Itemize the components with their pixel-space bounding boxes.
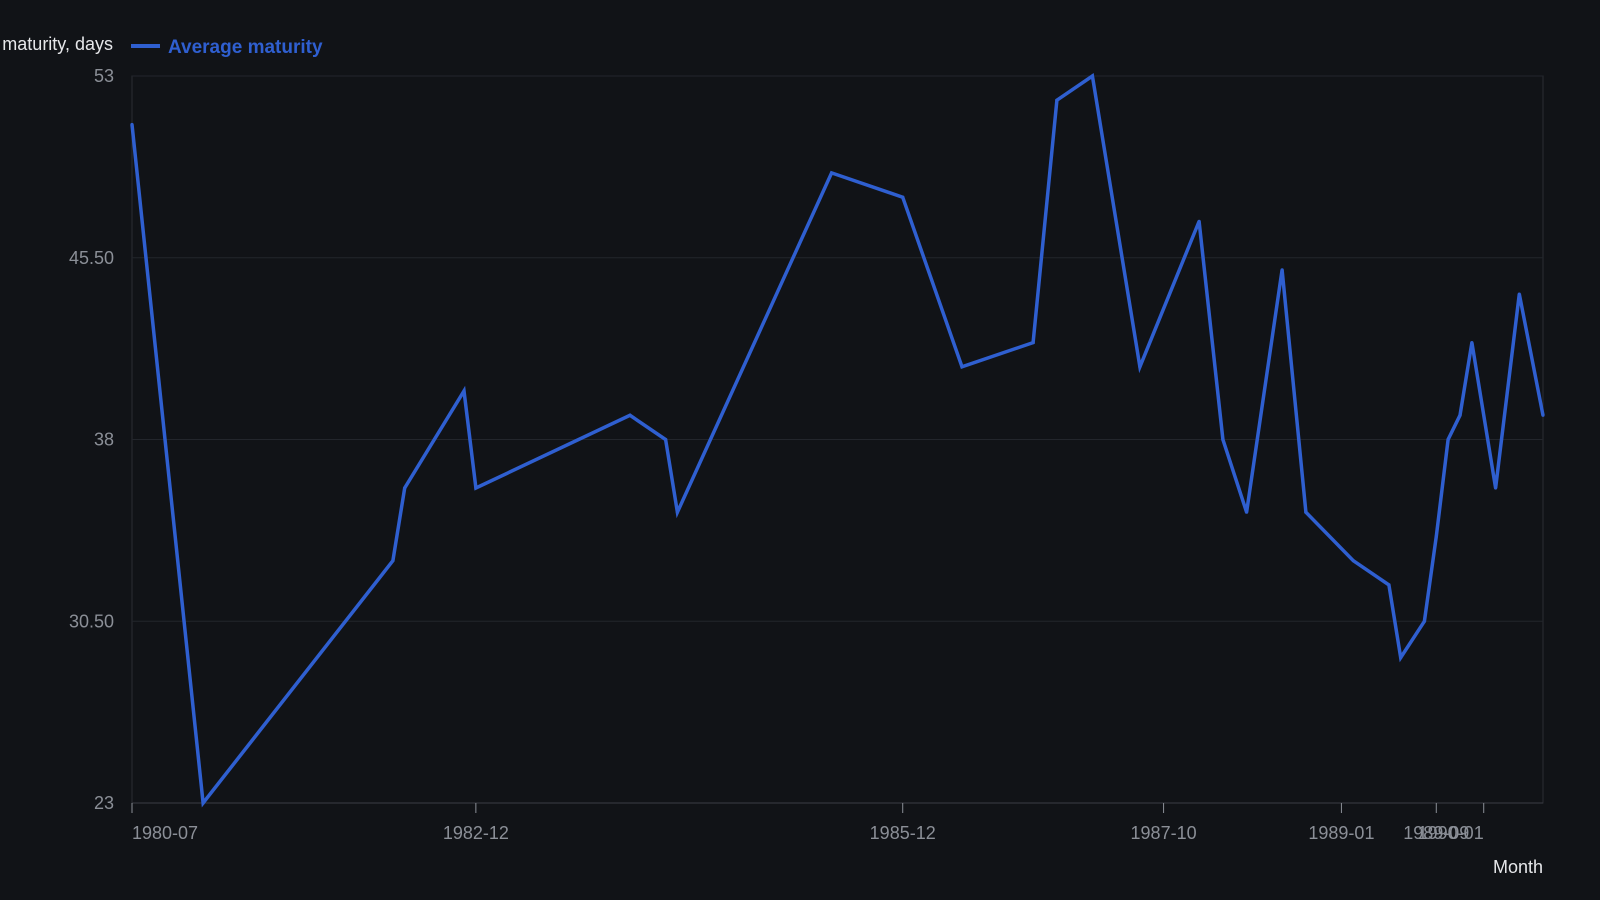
data-point bbox=[462, 389, 466, 393]
data-point bbox=[1221, 437, 1225, 442]
data-point bbox=[663, 437, 668, 442]
data-point bbox=[901, 195, 905, 199]
y-axis-title: Average maturity, days bbox=[0, 34, 113, 54]
series-layer bbox=[130, 73, 1545, 808]
x-tick-label: 1989-01 bbox=[1308, 823, 1374, 843]
y-tick-label: 23 bbox=[94, 793, 114, 813]
data-point bbox=[1055, 98, 1059, 102]
data-point bbox=[960, 365, 964, 369]
data-point bbox=[403, 486, 407, 490]
grid bbox=[131, 75, 1544, 804]
x-tick-label: 1985-12 bbox=[870, 823, 936, 843]
series-line bbox=[130, 73, 1545, 808]
data-point bbox=[1090, 74, 1095, 78]
data-point bbox=[1541, 413, 1545, 417]
y-tick-label: 45.50 bbox=[69, 248, 114, 268]
data-point bbox=[1422, 619, 1427, 623]
data-point bbox=[1470, 340, 1474, 345]
data-point bbox=[1517, 292, 1521, 296]
data-point bbox=[1434, 534, 1438, 539]
data-point bbox=[474, 486, 478, 490]
x-tick-label: 1982-12 bbox=[443, 823, 509, 843]
data-point bbox=[1244, 510, 1249, 514]
data-point bbox=[628, 413, 632, 417]
data-point bbox=[829, 171, 834, 175]
data-point bbox=[1197, 219, 1201, 223]
y-tick-label: 30.50 bbox=[69, 611, 114, 631]
data-point bbox=[1458, 413, 1462, 417]
y-tick-label: 38 bbox=[94, 430, 114, 450]
data-point bbox=[1399, 656, 1403, 660]
data-point bbox=[1138, 365, 1142, 369]
x-tick-label: 1990-01 bbox=[1418, 823, 1484, 843]
x-tick-label: 1987-10 bbox=[1131, 823, 1197, 843]
data-point bbox=[1446, 437, 1450, 442]
data-point bbox=[1031, 340, 1035, 345]
y-tick-label: 53 bbox=[94, 66, 114, 86]
data-point bbox=[391, 559, 395, 563]
legend-label: Average maturity bbox=[168, 37, 323, 58]
data-point bbox=[1304, 510, 1308, 514]
x-axis-title: Month bbox=[1493, 857, 1543, 877]
axes: 23 30.50 38 45.50 53 1980-07 1982-12 1985-12 198… bbox=[0, 34, 1543, 877]
x-tick-label: 1980-07 bbox=[132, 823, 198, 843]
data-point bbox=[675, 510, 680, 514]
data-point bbox=[1387, 583, 1391, 587]
data-point bbox=[201, 801, 205, 805]
legend: Average maturity bbox=[131, 37, 323, 58]
x-tick-label: 1989-09 bbox=[1403, 823, 1469, 843]
data-point bbox=[1351, 559, 1355, 563]
data-point bbox=[1493, 486, 1498, 490]
data-point bbox=[1280, 268, 1284, 272]
data-point bbox=[130, 122, 134, 127]
